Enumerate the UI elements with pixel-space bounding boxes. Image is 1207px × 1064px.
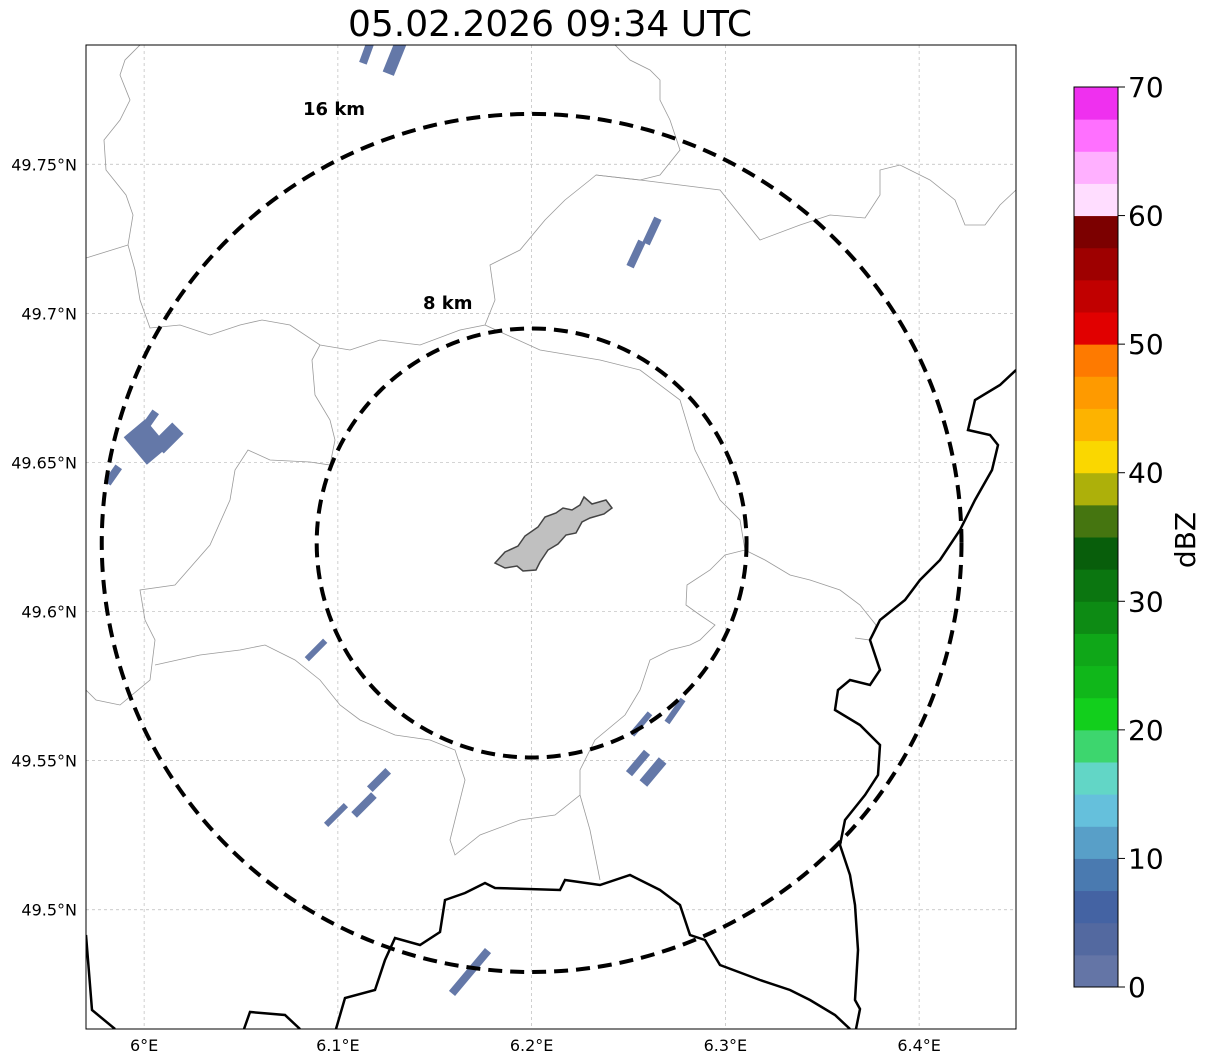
- admin-boundary-north-east: [595, 164, 1016, 241]
- echo-cell: [351, 792, 377, 818]
- colorbar-segment: [1074, 794, 1118, 827]
- colorbar-segment: [1074, 408, 1118, 442]
- colorbar-segment: [1074, 440, 1118, 474]
- echo-cluster-north: [359, 45, 408, 76]
- lon-tick-label: 6.3°E: [704, 1036, 748, 1055]
- colorbar-segment: [1074, 858, 1118, 892]
- colorbar-tick-label: 50: [1128, 328, 1164, 361]
- colorbar-segment: [1074, 601, 1118, 634]
- lat-tick-label: 49.7°N: [21, 304, 77, 323]
- range-ring-8-km: [314, 326, 749, 760]
- colorbar-tick-label: 20: [1128, 714, 1164, 747]
- colorbar-tick-label: 70: [1128, 71, 1164, 104]
- colorbar-segment: [1074, 762, 1118, 795]
- lon-tick-label: 6.1°E: [316, 1036, 360, 1055]
- colorbar-segment: [1074, 665, 1118, 699]
- colorbar-segment: [1074, 247, 1118, 281]
- border-south: [86, 934, 116, 1029]
- colorbar-tick-label: 30: [1128, 585, 1164, 618]
- lon-tick-label: 6°E: [130, 1036, 158, 1055]
- colorbar-segment: [1074, 697, 1118, 731]
- echo-cluster-south-west: [304, 638, 392, 828]
- colorbar-segment: [1074, 729, 1118, 763]
- colorbar-segment: [1074, 215, 1118, 249]
- colorbar-segment: [1074, 279, 1118, 313]
- echo-cell: [152, 422, 184, 454]
- admin-boundary-north-west: [86, 45, 141, 259]
- colorbar-segment: [1074, 312, 1118, 345]
- range-rings: [99, 111, 964, 975]
- ring-label-16-km: 16 km: [303, 99, 365, 120]
- colorbar-segment: [1074, 119, 1118, 152]
- echo-cell: [304, 638, 328, 662]
- echo-cell: [103, 464, 123, 486]
- lat-tick-label: 49.6°N: [21, 603, 77, 622]
- colorbar-segment: [1074, 151, 1118, 184]
- echo-cell: [642, 216, 662, 246]
- colorbar-segment: [1074, 472, 1118, 506]
- echo-cell: [382, 45, 408, 76]
- colorbar-segment: [1074, 504, 1118, 538]
- admin-boundaries: [86, 45, 1016, 881]
- colorbar-tick-label: 10: [1128, 842, 1164, 875]
- admin-boundary-centre: [86, 344, 336, 706]
- lat-tick-label: 49.65°N: [11, 453, 77, 472]
- colorbar-segment: [1074, 87, 1118, 120]
- echo-cell: [664, 697, 686, 725]
- city-area: [493, 495, 614, 572]
- lon-tick-label: 6.4°E: [897, 1036, 941, 1055]
- lat-tick-label: 49.55°N: [11, 752, 77, 771]
- border-east: [833, 369, 1016, 1029]
- colorbar-segment: [1074, 183, 1118, 217]
- echo-cell: [323, 802, 349, 828]
- lat-tick-label: 49.5°N: [21, 901, 77, 920]
- colorbar-segment: [1074, 537, 1118, 570]
- echo-cluster-south: [448, 947, 492, 997]
- echo-cell: [140, 409, 160, 431]
- colorbar-segment: [1074, 569, 1118, 602]
- colorbar-segment: [1074, 922, 1118, 956]
- colorbar-tick-label: 40: [1128, 457, 1164, 490]
- admin-boundary-east: [579, 794, 601, 881]
- colorbar-segment: [1074, 826, 1118, 859]
- border-south-france: [242, 1010, 301, 1029]
- colorbar-segment: [1074, 376, 1118, 409]
- colorbar-frame: [1073, 86, 1119, 988]
- range-ring-16-km: [99, 111, 964, 975]
- echo-cell: [359, 45, 375, 65]
- echo-cluster-north-east: [626, 216, 662, 269]
- colorbar-unit-label: dBZ: [1169, 512, 1202, 568]
- gridlines: [86, 45, 1016, 1029]
- colorbar-segment: [1074, 890, 1118, 924]
- echo-cell: [366, 767, 392, 793]
- map-title: 05.02.2026 09:34 UTC: [347, 4, 753, 45]
- admin-boundary-centre-south: [154, 549, 877, 856]
- lat-tick-label: 49.75°N: [11, 155, 77, 174]
- colorbar-tick-label: 0: [1128, 971, 1146, 1004]
- colorbar-segment: [1074, 633, 1118, 667]
- map-frame: [85, 44, 1017, 1030]
- echo-cluster-west: [103, 409, 184, 486]
- echo-cell: [626, 239, 646, 269]
- ring-label-8-km: 8 km: [423, 293, 473, 314]
- admin-boundary-north-central: [127, 45, 681, 351]
- colorbar-segment: [1074, 954, 1118, 988]
- colorbar-tick-label: 60: [1128, 200, 1164, 233]
- country-border: [86, 369, 1016, 1029]
- echo-cell: [625, 749, 651, 777]
- echo-cell: [123, 419, 169, 465]
- radar-echoes: [103, 45, 686, 997]
- colorbar-segment: [1074, 344, 1118, 377]
- colorbar: 0 10 20 30 40 50 60 70: [1073, 71, 1164, 1004]
- echo-cell: [639, 757, 667, 787]
- echo-cell: [448, 947, 492, 997]
- axis-tick-labels: 6°E 6.1°E 6.2°E 6.3°E 6.4°E 49.75°N 49.7°N 49.6…: [11, 155, 941, 1055]
- admin-boundary-inner: [484, 324, 746, 551]
- border-south-centre: [334, 873, 851, 1029]
- lon-tick-label: 6.2°E: [510, 1036, 554, 1055]
